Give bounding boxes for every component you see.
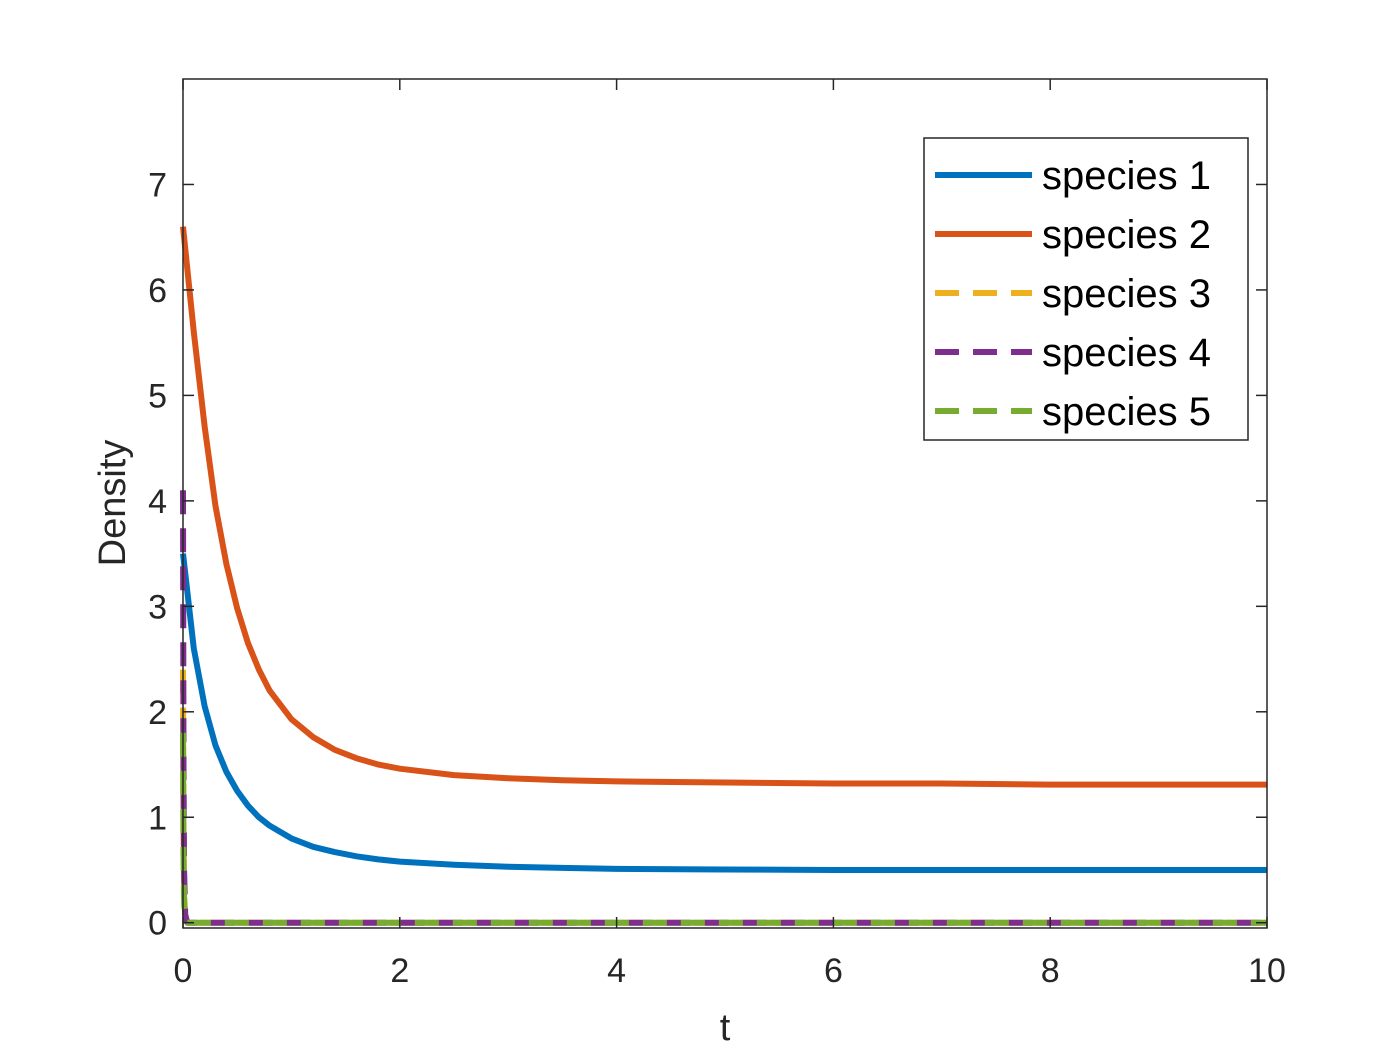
y-axis: 0 1 2 3 4 5 6 7 xyxy=(148,166,1267,943)
series-line-1 xyxy=(180,553,1267,873)
series-line-2 xyxy=(180,226,1267,788)
legend-label-4: species 4 xyxy=(1042,331,1211,375)
legend-label-3: species 3 xyxy=(1042,272,1211,316)
x-tick-label: 8 xyxy=(1041,952,1060,990)
legend: species 1 species 2 species 3 species 4 spec… xyxy=(923,137,1249,441)
x-axis: 0 2 4 6 8 10 xyxy=(174,79,1286,990)
legend-label-1: species 1 xyxy=(1042,154,1211,198)
y-tick-label: 3 xyxy=(148,588,167,626)
y-tick-label: 4 xyxy=(148,483,167,521)
legend-label-5: species 5 xyxy=(1042,390,1211,434)
y-tick-label: 2 xyxy=(148,694,167,732)
legend-box xyxy=(923,137,1249,441)
y-tick-label: 1 xyxy=(148,799,167,837)
x-axis-label: t xyxy=(720,1007,731,1049)
y-tick-label: 0 xyxy=(148,905,167,943)
axes-box xyxy=(182,78,1268,929)
x-tick-label: 6 xyxy=(824,952,843,990)
x-tick-label: 4 xyxy=(607,952,626,990)
x-tick-label: 10 xyxy=(1248,952,1286,990)
y-tick-label: 6 xyxy=(148,272,167,310)
x-tick-label: 0 xyxy=(174,952,193,990)
x-tick-label: 2 xyxy=(390,952,409,990)
y-tick-label: 5 xyxy=(148,377,167,415)
legend-label-2: species 2 xyxy=(1042,213,1211,257)
y-tick-label: 7 xyxy=(148,166,167,204)
y-axis-label: Density xyxy=(92,440,134,567)
